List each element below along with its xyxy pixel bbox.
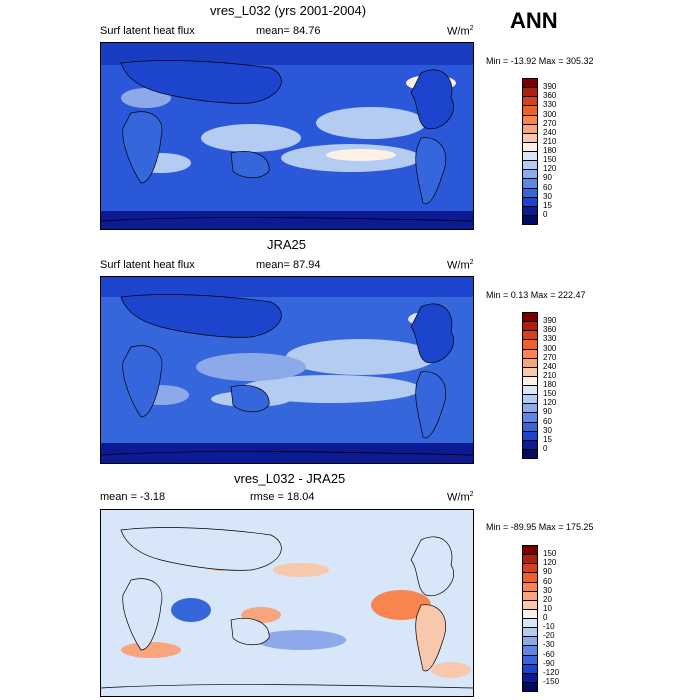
colorbar-tick-label: 150 [543, 155, 557, 165]
colorbar-tick-label: 330 [543, 334, 557, 344]
panel2-variable-label: Surf latent heat flux [100, 259, 195, 271]
colorbar-tick-label: -60 [543, 649, 555, 659]
panel3-map [100, 509, 474, 697]
colorbar-tick-label: 240 [543, 127, 557, 137]
colorbar-tick-label: 300 [543, 343, 557, 353]
colorbar-tick-label: 60 [543, 576, 552, 586]
colorbar-tick-label: 90 [543, 567, 552, 577]
colorbar-tick-label: -30 [543, 640, 555, 650]
colorbar-tick-label: 60 [543, 416, 552, 426]
colorbar-tick-label: 30 [543, 425, 552, 435]
colorbar-tick-label: 120 [543, 164, 557, 174]
colorbar-tick-label: 60 [543, 182, 552, 192]
panel2-title: JRA25 [267, 237, 307, 252]
colorbar-tick-label: 240 [543, 361, 557, 371]
panel1-map [100, 42, 474, 230]
colorbar-tick-label: 270 [543, 118, 557, 128]
colorbar-tick-label: 360 [543, 325, 557, 335]
colorbar-tick-label: 90 [543, 173, 552, 183]
colorbar-tick-label: 30 [543, 191, 552, 201]
panel1-colorbar: 390 360 330 300 270 240 210 180 150 120 90 60 30 15 0 [522, 78, 582, 225]
colorbar-tick-label: 20 [543, 594, 552, 604]
panel3-rmse-label: rmse = 18.04 [250, 491, 315, 503]
colorbar-tick-label: 120 [543, 398, 557, 408]
colorbar-tick-label: 180 [543, 380, 557, 389]
colorbar-tick-label: 210 [543, 370, 557, 380]
colorbar-tick-label: 210 [543, 136, 557, 146]
colorbar-tick-label: 15 [543, 434, 552, 444]
panel1-title: vres_L032 (yrs 2001-2004) [210, 3, 367, 18]
panel1-unit-label: W/m2 [447, 25, 474, 38]
colorbar-tick-label: 390 [543, 316, 557, 326]
panel1-mean-label: mean= 84.76 [256, 25, 321, 37]
panel2-colorbar: 390 360 330 300 270 240 210 180 150 120 90 60 30 15 0 [522, 312, 582, 459]
panel2-minmax: Min = 0.13 Max = 222.47 [486, 290, 586, 300]
panel1-map-svg [101, 43, 473, 229]
panel2-unit-label: W/m2 [447, 259, 474, 272]
colorbar-tick-label: 15 [543, 200, 552, 210]
panel3-title: vres_L032 - JRA25 [234, 471, 346, 486]
colorbar-tick-label: 0 [543, 209, 548, 219]
colorbar-tick-label: -90 [543, 658, 555, 668]
colorbar-swatch [522, 681, 538, 692]
colorbar-tick-label: 90 [543, 407, 552, 417]
panel1-variable-label: Surf latent heat flux [100, 25, 195, 37]
panel3-map-svg [101, 510, 473, 696]
panel2-map [100, 276, 474, 464]
panel2-map-svg [101, 277, 473, 463]
colorbar-swatch [522, 214, 538, 225]
panel3-minmax: Min = -89.95 Max = 175.25 [486, 522, 594, 532]
colorbar-tick-label: 180 [543, 146, 557, 155]
colorbar-tick-label: 330 [543, 100, 557, 110]
colorbar-tick-label: 390 [543, 82, 557, 92]
colorbar-tick-label: 30 [543, 585, 552, 595]
colorbar-tick-label: 10 [543, 603, 552, 613]
colorbar-tick-label: -20 [543, 631, 555, 641]
colorbar-tick-label: -10 [543, 622, 555, 632]
colorbar-tick-label: 150 [543, 389, 557, 399]
panel3-unit-label: W/m2 [447, 491, 474, 504]
colorbar-tick-label: 120 [543, 558, 557, 568]
panel3-mean-label: mean = -3.18 [100, 491, 166, 503]
panel3-colorbar: 150 120 90 60 30 20 10 0 -10 -20 -30 -60 -90 -120 -150 [522, 545, 582, 692]
panel2-mean-label: mean= 87.94 [256, 259, 321, 271]
colorbar-tick-label: -150 [543, 676, 560, 686]
colorbar-tick-label: 270 [543, 352, 557, 362]
season-label: ANN [510, 8, 558, 33]
colorbar-swatch [522, 448, 538, 459]
colorbar-tick-label: 150 [543, 549, 557, 559]
colorbar-tick-label: 360 [543, 91, 557, 101]
colorbar-tick-label: 0 [543, 443, 548, 453]
colorbar-tick-label: 0 [543, 613, 548, 622]
panel1-minmax: Min = -13.92 Max = 305.32 [486, 56, 594, 66]
colorbar-tick-label: 300 [543, 109, 557, 119]
colorbar-tick-label: -120 [543, 667, 560, 677]
